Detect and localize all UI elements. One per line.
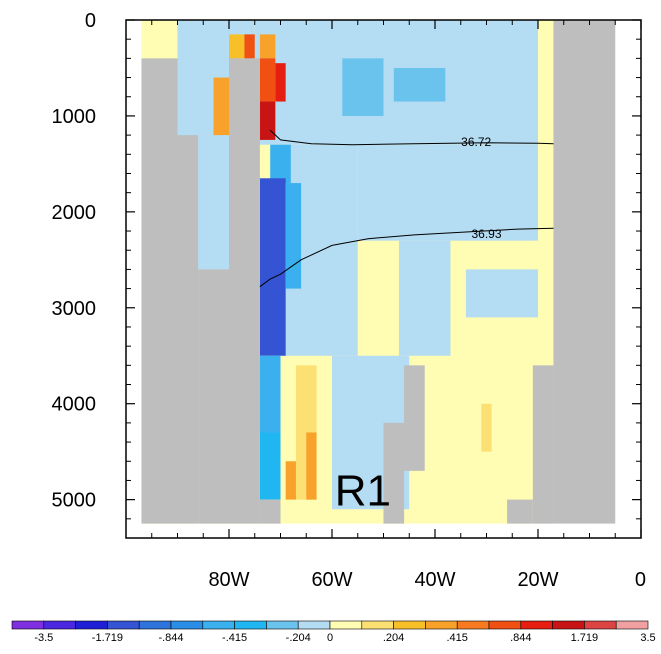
x-tick-label: 0 — [635, 569, 646, 591]
heatmap-cell — [259, 58, 276, 102]
heatmap-cell — [259, 355, 281, 433]
plot-cells — [141, 20, 616, 524]
heatmap-cell — [177, 135, 199, 524]
heatmap-cell — [507, 499, 533, 524]
heatmap-cell — [198, 269, 229, 524]
x-tick-label: 80W — [208, 569, 249, 591]
colorbar-swatch — [75, 620, 108, 630]
colorbar-label: -1.719 — [92, 632, 123, 644]
heatmap-cell — [259, 101, 276, 140]
colorbar-label: -3.5 — [34, 632, 53, 644]
heatmap-cell — [285, 461, 296, 500]
heatmap-cell — [270, 144, 291, 184]
heatmap-cell — [229, 34, 245, 59]
y-tick-label: 3000 — [52, 298, 97, 320]
axis-ticks: 0 1000 2000 3000 4000 5000 80W 60W 40W 20W 0 — [52, 10, 647, 591]
colorbar-swatch — [266, 620, 299, 630]
colorbar-label: -.844 — [158, 632, 183, 644]
heatmap-cell — [259, 499, 281, 524]
colorbar-label: -.204 — [286, 632, 311, 644]
colorbar-swatch — [393, 620, 426, 630]
colorbar-swatch — [488, 620, 522, 630]
colorbar-label: .415 — [446, 632, 467, 644]
heatmap-cell — [244, 34, 255, 59]
contour-label: 36.72 — [461, 135, 491, 149]
heatmap-cell — [553, 20, 616, 524]
heatmap-cell — [259, 178, 286, 356]
heatmap-cell — [342, 58, 384, 116]
colorbar-swatch — [297, 620, 331, 630]
heatmap-cell — [275, 63, 286, 102]
contour-lines: 36.72 36.93 — [259, 129, 554, 288]
colorbar-swatch — [43, 620, 76, 630]
colorbar-label: -.415 — [222, 632, 247, 644]
contour-line — [269, 129, 554, 146]
heatmap-cell — [465, 269, 538, 318]
contour-label: 36.93 — [471, 227, 501, 241]
colorbar-swatch — [520, 620, 553, 630]
colorbar-swatch — [361, 620, 394, 630]
colorbar-swatch — [234, 620, 267, 630]
colorbar-swatch — [11, 620, 45, 630]
y-tick-label: 2000 — [52, 202, 97, 224]
heatmap-cell — [404, 365, 425, 471]
colorbar-swatch — [425, 620, 458, 630]
colorbar-swatch — [202, 620, 235, 630]
colorbar-swatch — [456, 620, 490, 630]
colorbar-swatch — [584, 620, 617, 630]
y-tick-label: 5000 — [52, 490, 97, 512]
colorbar-label: .204 — [383, 632, 404, 644]
heatmap-cell — [481, 403, 492, 452]
heatmap-cell — [213, 77, 229, 136]
colorbar-swatch — [615, 620, 649, 630]
x-tick-label: 40W — [414, 569, 455, 591]
y-tick-label: 4000 — [52, 394, 97, 416]
colorbar-swatch — [107, 620, 140, 630]
panel-label: R1 — [335, 467, 391, 516]
colorbar-swatch — [329, 620, 363, 630]
heatmap-cell — [229, 58, 260, 524]
y-tick-label: 1000 — [52, 106, 97, 128]
heatmap-cell — [306, 432, 317, 500]
contour-line — [259, 227, 554, 288]
colorbar-swatch — [170, 620, 204, 630]
heatmap-cell — [259, 34, 276, 59]
colorbar-swatch — [552, 620, 585, 630]
colorbar: -3.5 -1.719 -.844 -.415 -.204 0 .204 .415 .844 1.… — [11, 620, 656, 644]
x-tick-label: 60W — [311, 569, 352, 591]
heatmap-cell — [141, 58, 178, 524]
colorbar-label: 1.719 — [571, 632, 599, 644]
heatmap-cell — [398, 240, 451, 356]
heatmap-cell — [383, 422, 405, 524]
colorbar-label: .844 — [510, 632, 531, 644]
x-tick-label: 20W — [517, 569, 558, 591]
colorbar-swatch — [138, 620, 172, 630]
heatmap-cell — [259, 432, 281, 500]
colorbar-label: 3.5 — [640, 632, 655, 644]
y-tick-label: 0 — [85, 10, 96, 32]
heatmap-cell — [532, 365, 554, 524]
heatmap-cell — [285, 183, 302, 289]
heatmap-cell — [357, 144, 538, 241]
colorbar-label: 0 — [327, 632, 333, 644]
heatmap-cell — [393, 67, 446, 102]
